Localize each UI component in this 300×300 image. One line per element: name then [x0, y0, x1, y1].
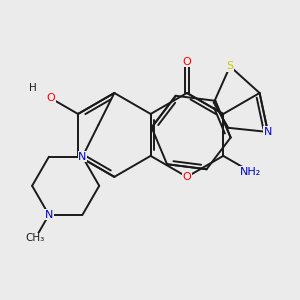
- Text: NH₂: NH₂: [240, 167, 261, 177]
- Text: O: O: [183, 56, 191, 67]
- Text: H: H: [29, 83, 37, 93]
- Text: O: O: [183, 172, 191, 182]
- Text: N: N: [264, 127, 272, 137]
- Text: CH₃: CH₃: [26, 233, 45, 244]
- Text: N: N: [78, 152, 87, 162]
- Text: S: S: [226, 61, 233, 71]
- Text: O: O: [46, 93, 55, 103]
- Text: N: N: [45, 210, 53, 220]
